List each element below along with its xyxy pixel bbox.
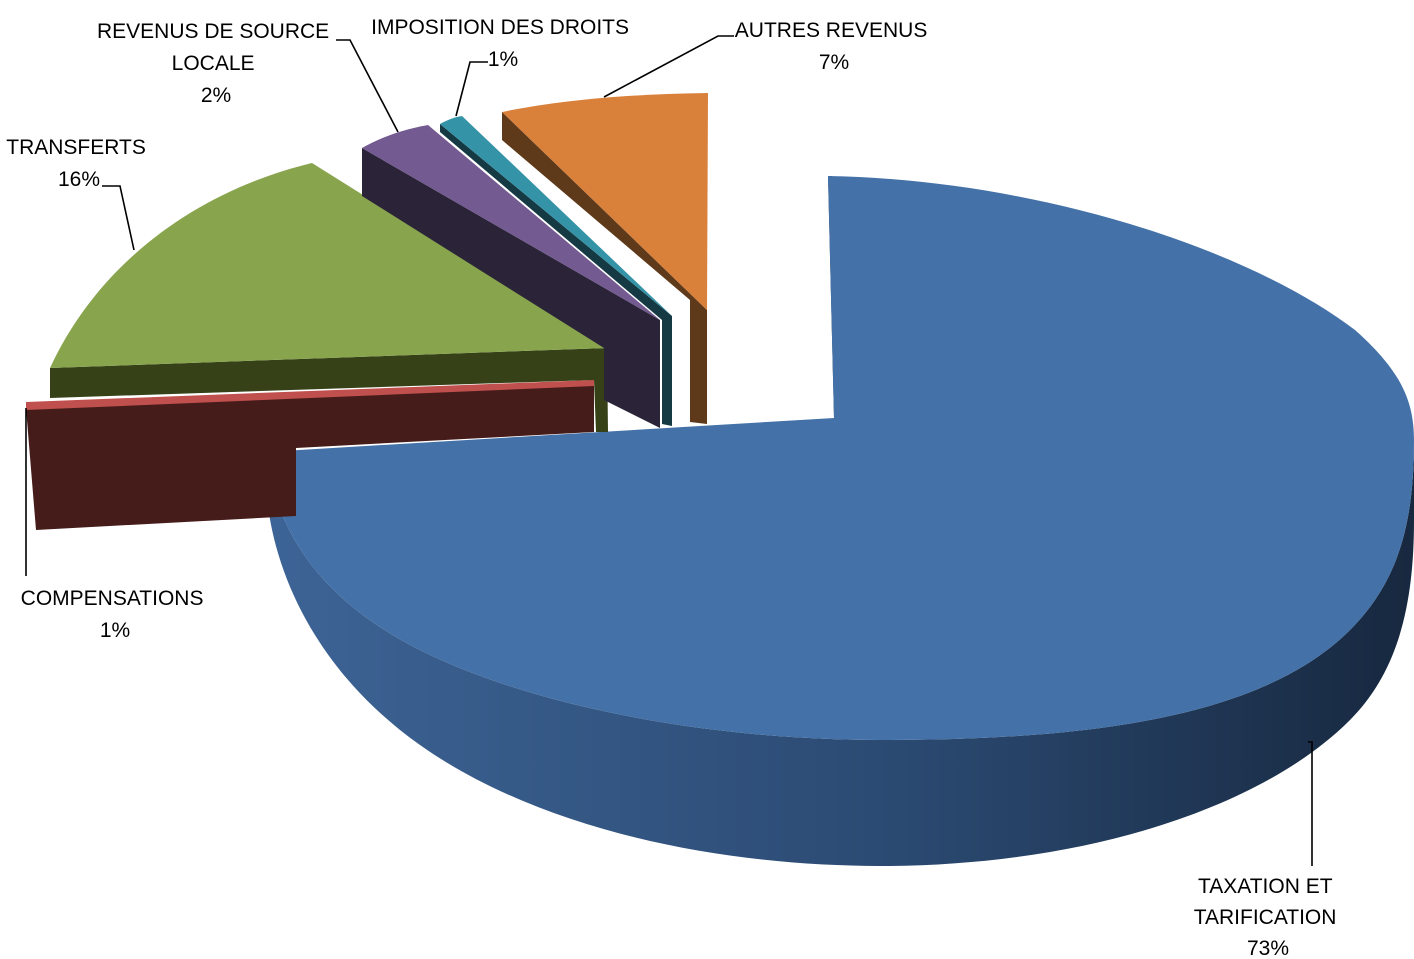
slice-compensations-top — [26, 380, 594, 410]
label-taxation-line2: TARIFICATION — [1194, 906, 1337, 929]
slice-transferts-top — [50, 163, 607, 368]
slice-taxation-side — [265, 440, 1414, 866]
label-autres-pct: 7% — [819, 51, 849, 74]
slice-transferts-side — [50, 348, 608, 432]
slice-compensations-side — [26, 380, 594, 530]
slice-imposition — [440, 116, 672, 426]
label-imposition: IMPOSITION DES DROITS 1% — [371, 16, 635, 71]
slice-imposition-top — [440, 116, 672, 316]
label-autres-line1: AUTRES REVENUS — [735, 19, 928, 42]
slice-autres-top — [502, 93, 708, 310]
leader-transferts — [102, 185, 135, 251]
slice-autres — [502, 93, 708, 424]
label-compensations-pct: 1% — [100, 619, 130, 642]
slice-taxation-top — [266, 176, 1414, 740]
label-taxation-pct: 73% — [1247, 937, 1289, 959]
leader-autres — [603, 35, 734, 98]
label-transferts-line1: TRANSFERTS — [6, 136, 146, 159]
label-revenus-locale-line1: REVENUS DE SOURCE — [97, 20, 329, 43]
label-compensations: COMPENSATIONS 1% — [21, 587, 210, 642]
label-taxation-line1: TAXATION ET — [1198, 875, 1333, 898]
label-revenus-locale-line2: LOCALE — [172, 52, 255, 75]
label-imposition-pct: 1% — [488, 48, 518, 71]
slice-compensations — [26, 380, 594, 530]
label-revenus-locale-pct: 2% — [201, 84, 231, 107]
slice-transferts — [50, 163, 608, 432]
leader-imposition — [455, 61, 488, 117]
slice-taxation — [265, 176, 1414, 866]
leader-taxation — [1308, 741, 1313, 866]
label-transferts-pct: 16% — [58, 168, 100, 191]
label-compensations-line1: COMPENSATIONS — [21, 587, 204, 610]
slice-autres-side — [502, 112, 707, 424]
leader-revenus-locale — [336, 39, 399, 133]
label-autres: AUTRES REVENUS 7% — [735, 19, 933, 74]
label-revenus-locale: REVENUS DE SOURCE LOCALE 2% — [97, 20, 335, 107]
label-taxation: TAXATION ET TARIFICATION 73% — [1194, 875, 1343, 959]
slice-revenus-locale-top — [362, 125, 660, 320]
label-imposition-line1: IMPOSITION DES DROITS — [371, 16, 629, 39]
slice-revenus-locale — [362, 125, 660, 428]
label-transferts: TRANSFERTS 16% — [6, 136, 151, 191]
slice-revenus-locale-side — [362, 148, 660, 428]
